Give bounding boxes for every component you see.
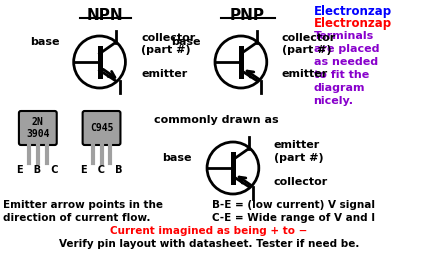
Text: diagram: diagram	[314, 83, 365, 93]
Text: Terminals: Terminals	[314, 31, 374, 41]
Text: are placed: are placed	[314, 44, 379, 54]
Text: base: base	[30, 37, 59, 47]
Text: (part #): (part #)	[274, 153, 323, 163]
Text: direction of current flow.: direction of current flow.	[3, 213, 150, 223]
Text: (part #): (part #)	[141, 45, 191, 55]
Text: C-E = Wide range of V and I: C-E = Wide range of V and I	[212, 213, 375, 223]
Text: base: base	[162, 153, 192, 163]
Text: Verify pin layout with datasheet. Tester if need be.: Verify pin layout with datasheet. Tester…	[59, 239, 359, 249]
Text: collector: collector	[274, 177, 328, 187]
Text: (part #): (part #)	[282, 45, 331, 55]
Text: collector: collector	[282, 33, 336, 43]
Text: Emitter arrow points in the: Emitter arrow points in the	[3, 200, 163, 210]
Text: emitter: emitter	[274, 140, 320, 150]
Text: NPN: NPN	[86, 8, 123, 23]
Text: collector: collector	[141, 33, 196, 43]
Text: 2N
3904: 2N 3904	[26, 117, 50, 139]
FancyBboxPatch shape	[83, 111, 120, 145]
Text: as needed: as needed	[314, 57, 378, 67]
Text: Electronzap: Electronzap	[314, 17, 392, 30]
Text: to fit the: to fit the	[314, 70, 369, 80]
Text: commonly drawn as: commonly drawn as	[154, 115, 279, 125]
Text: Current imagined as being + to −: Current imagined as being + to −	[110, 226, 308, 236]
Text: base: base	[171, 37, 201, 47]
Text: nicely.: nicely.	[314, 96, 354, 106]
Text: E   B   C: E B C	[17, 165, 59, 175]
Text: C945: C945	[90, 123, 113, 133]
Text: Electronzap: Electronzap	[314, 5, 392, 18]
FancyBboxPatch shape	[19, 111, 57, 145]
Text: emitter: emitter	[141, 69, 188, 79]
Text: PNP: PNP	[229, 8, 264, 23]
Text: B-E = (low current) V signal: B-E = (low current) V signal	[212, 200, 375, 210]
Text: E   C   B: E C B	[81, 165, 122, 175]
Text: emitter: emitter	[282, 69, 328, 79]
